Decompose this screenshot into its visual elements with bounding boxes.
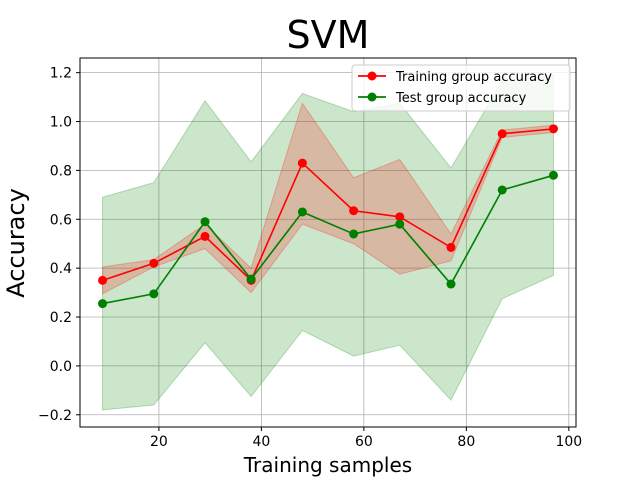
x-tick-label-0: 20 — [150, 434, 168, 450]
legend-label-training: Training group accuracy — [395, 70, 552, 85]
x-tick-label-4: 100 — [555, 434, 582, 450]
confidence-bands — [102, 74, 554, 411]
x-axis-label: Training samples — [243, 453, 412, 477]
point-series-0-6 — [395, 212, 405, 222]
chart-title: SVM — [287, 13, 370, 57]
point-series-0-1 — [149, 258, 159, 268]
point-series-0-2 — [200, 231, 210, 241]
point-series-1-9 — [548, 170, 558, 180]
y-tick-label-6: 1.0 — [50, 115, 72, 131]
point-series-1-2 — [200, 217, 210, 227]
point-series-1-4 — [297, 207, 307, 217]
point-series-1-8 — [497, 185, 507, 195]
y-tick-label-1: 0.0 — [50, 359, 72, 375]
y-tick-label-2: 0.2 — [50, 310, 72, 326]
y-tick-label-7: 1.2 — [50, 66, 72, 82]
point-series-1-7 — [446, 279, 456, 289]
point-series-0-0 — [98, 275, 108, 285]
point-series-0-8 — [497, 129, 507, 139]
y-axis-ticks: −0.2 0.0 0.2 0.4 0.6 0.8 1.0 1.2 — [38, 66, 80, 424]
series-points — [98, 124, 558, 309]
y-axis-label: Accuracy — [2, 188, 30, 298]
x-tick-label-2: 60 — [355, 434, 373, 450]
legend-marker-training — [367, 71, 377, 81]
legend-box — [351, 64, 571, 112]
point-series-1-5 — [349, 229, 359, 239]
point-series-0-9 — [548, 124, 558, 134]
y-tick-label-5: 0.8 — [50, 163, 72, 179]
point-series-1-1 — [149, 289, 159, 299]
series-lines — [102, 128, 554, 305]
legend-marker-test — [367, 92, 377, 102]
point-series-1-3 — [246, 274, 256, 284]
band-series-1 — [102, 74, 554, 411]
y-tick-label-0: −0.2 — [38, 408, 72, 424]
point-series-1-0 — [98, 299, 108, 309]
legend: Training group accuracy Test group accur… — [351, 64, 571, 112]
point-series-0-4 — [297, 158, 307, 168]
y-tick-label-4: 0.6 — [50, 212, 72, 228]
line-series-1 — [102, 174, 554, 305]
line-series-0 — [102, 128, 554, 282]
y-tick-label-3: 0.4 — [50, 261, 72, 277]
plot-frame — [79, 57, 577, 428]
x-tick-label-1: 40 — [252, 434, 270, 450]
point-series-0-5 — [349, 206, 359, 216]
point-series-0-7 — [446, 242, 456, 252]
legend-label-test: Test group accuracy — [395, 91, 527, 106]
x-axis-ticks: 20 40 60 80 100 — [150, 427, 582, 450]
point-series-1-6 — [395, 219, 405, 229]
x-tick-label-3: 80 — [457, 434, 475, 450]
